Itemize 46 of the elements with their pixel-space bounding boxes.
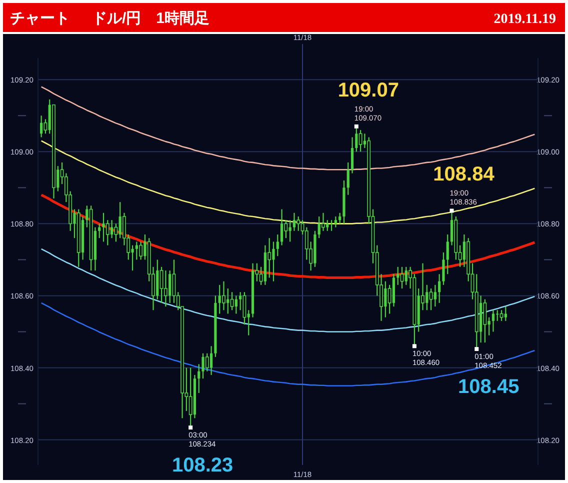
point [412, 344, 416, 348]
candlestick [222, 280, 226, 311]
candlestick [346, 162, 350, 196]
candlestick [205, 352, 209, 372]
chart-subtitle: ドル/円 1時間足 [92, 10, 210, 27]
candlestick [429, 288, 433, 311]
candlestick [296, 216, 300, 232]
candlestick [284, 220, 288, 239]
candlestick [106, 220, 110, 246]
candlestick [350, 136, 354, 174]
candlestick [330, 220, 333, 232]
candlestick [164, 270, 168, 308]
line-series [40, 248, 536, 332]
candlestick [268, 238, 272, 278]
candlestick [442, 252, 445, 286]
point [354, 124, 358, 128]
candlestick [304, 226, 308, 260]
candlestick [139, 241, 143, 260]
candlestick [234, 295, 238, 314]
candlestick [446, 234, 449, 275]
candlestick [492, 310, 495, 332]
candlestick [338, 212, 342, 224]
candlestick [434, 284, 436, 308]
candlestick [400, 266, 404, 290]
point [188, 426, 193, 430]
candlestick [160, 266, 164, 304]
candlestick [280, 208, 284, 246]
candlestick [504, 306, 507, 322]
candlestick [334, 216, 337, 228]
candlestick [188, 367, 192, 428]
candlestick [292, 212, 296, 232]
candlestick [396, 266, 400, 286]
chart-title: チャート [10, 10, 70, 27]
point [450, 208, 454, 213]
text: 2019.11.19 [494, 12, 556, 27]
candlestick [276, 234, 279, 257]
candlestick [198, 364, 200, 394]
candlestick [438, 274, 441, 304]
candlestick [358, 129, 362, 152]
candlestick [483, 298, 487, 344]
candlestick [98, 223, 101, 239]
candlestick [322, 212, 325, 232]
candlestick [230, 292, 234, 311]
point [474, 347, 479, 352]
candlestick [40, 115, 43, 138]
candlestick [496, 310, 499, 322]
